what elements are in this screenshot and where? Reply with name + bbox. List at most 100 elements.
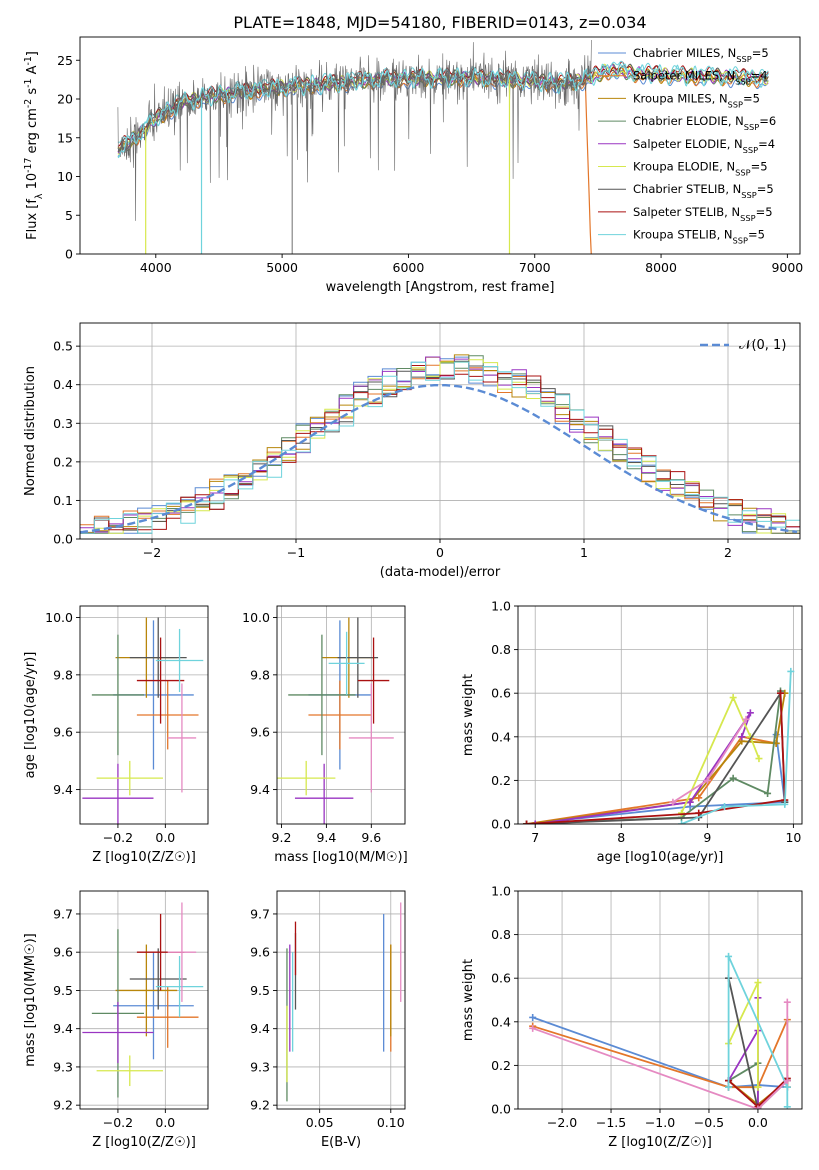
- y-tick-label: 9.4: [250, 782, 270, 797]
- x-tick-label: 0: [436, 545, 444, 560]
- y-tick-label: 9.5: [250, 983, 270, 998]
- legend-entry: 𝒩(0, 1): [739, 338, 786, 353]
- weight-marker: [529, 1024, 537, 1032]
- y-tick-label: 0.6: [491, 686, 511, 701]
- panel-mass-vs-ebv: 0.05 0.10 9.2 9.3 9.4 9.5 9.6 9.7 E(B-V): [250, 890, 406, 1150]
- x-tick-label: 4000: [140, 260, 172, 275]
- weight-marker: [754, 1083, 762, 1091]
- x-tick-label: −0.2: [103, 1115, 133, 1130]
- weight-marker: [529, 1013, 537, 1021]
- plot-area-mass-vs-ebv: [286, 902, 402, 1102]
- histogram-legend: 𝒩(0, 1): [700, 338, 786, 353]
- weight-series-line: [681, 671, 792, 824]
- weight-marker: [725, 1083, 733, 1091]
- x-tick-label: 9: [703, 830, 711, 845]
- y-tick-label: 9.8: [53, 667, 73, 682]
- weight-marker: [669, 798, 677, 806]
- weight-marker: [703, 776, 711, 784]
- y-axis-label: Normed distribution: [23, 366, 38, 496]
- y-axis-label: mass weight: [461, 959, 476, 1041]
- y-tick-label: 0: [65, 247, 73, 262]
- weight-marker: [764, 789, 772, 797]
- weight-marker: [678, 820, 686, 824]
- y-tick-label: 9.4: [250, 1021, 270, 1036]
- legend-entry: Salpeter ELODIE, NSSP=4: [633, 137, 775, 155]
- panel-age-vs-mass: 9.2 9.4 9.6 9.4 9.6 9.8 10.0 mass [log10(M/M☉)]: [242, 605, 408, 865]
- x-axis-label: E(B-V): [321, 1135, 361, 1150]
- plot-area-weight-vs-age: [523, 667, 795, 824]
- axes-frame: [79, 605, 209, 825]
- y-tick-label: 9.6: [53, 945, 73, 960]
- panel-spectrum: 4000 5000 6000 7000 8000 9000 0 5 10 15 20 25 wavele…: [23, 36, 803, 295]
- weight-marker: [755, 755, 763, 763]
- y-tick-label: 0.8: [491, 927, 511, 942]
- y-tick-label: 9.4: [53, 782, 73, 797]
- x-tick-label: 0.0: [155, 830, 175, 845]
- legend-entry: Kroupa MILES, NSSP=5: [633, 91, 760, 109]
- axes-frame: [517, 605, 803, 825]
- x-tick-label: −2.0: [547, 1115, 577, 1130]
- legend-entry: Salpeter MILES, NSSP=4: [633, 69, 768, 87]
- panel-weight-vs-age: 7 8 9 10 0.0 0.2 0.4 0.6 0.8 1.0 age [log10(age/yr…: [461, 599, 803, 865]
- legend-entry: Chabrier STELIB, NSSP=5: [633, 182, 774, 200]
- best-fit-spectrum-line: [117, 63, 769, 159]
- x-tick-label: 9.6: [361, 830, 381, 845]
- x-axis-label: wavelength [Angstrom, rest frame]: [326, 280, 555, 295]
- y-tick-label: 25: [57, 53, 73, 68]
- weight-series-line: [532, 1002, 789, 1109]
- y-tick-label: 0.0: [491, 817, 511, 832]
- axes-frame: [79, 36, 801, 255]
- y-tick-label: 5: [65, 208, 73, 223]
- weight-marker: [678, 809, 686, 817]
- axes-frame: [276, 605, 406, 825]
- weight-marker: [523, 820, 531, 824]
- weight-marker: [783, 1103, 791, 1109]
- x-axis-label: age [log10(age/yr)]: [597, 850, 724, 865]
- y-tick-label: 9.2: [53, 1098, 73, 1113]
- x-tick-label: 0.05: [306, 1115, 334, 1130]
- plot-area-residual-histogram: [80, 354, 800, 534]
- y-tick-label: 9.5: [53, 983, 73, 998]
- figure-title: PLATE=1848, MJD=54180, FIBERID=0143, z=0…: [233, 13, 646, 32]
- weight-marker: [531, 820, 539, 824]
- y-axis-label: mass [log10(M/M☉)]: [23, 933, 38, 1066]
- weight-marker: [754, 1105, 762, 1109]
- weight-marker: [695, 794, 703, 802]
- panel-weight-vs-z: −2.0 −1.5 −1.0 −0.5 0.0 0.0 0.2 0.4 0.6 0.8 1.0 Z […: [461, 884, 803, 1150]
- weight-marker: [746, 709, 754, 717]
- weight-marker: [783, 998, 791, 1006]
- y-tick-label: 0.8: [491, 642, 511, 657]
- x-tick-label: 2: [724, 545, 732, 560]
- y-tick-label: 0.4: [491, 729, 511, 744]
- weight-marker: [754, 979, 762, 987]
- legend-entry: Kroupa STELIB, NSSP=5: [633, 228, 765, 246]
- plot-area-age-vs-mass: [277, 617, 394, 824]
- legend-entry: Chabrier MILES, NSSP=5: [633, 46, 769, 64]
- panel-age-vs-z: −0.2 0.0 9.4 9.6 9.8 10.0 Z [log10(Z/Z☉)] age […: [23, 605, 209, 865]
- gaussian-curve: [80, 383, 798, 534]
- y-tick-label: 9.6: [250, 725, 270, 740]
- plot-area-age-vs-z: [82, 617, 204, 824]
- y-tick-label: 0.4: [491, 1014, 511, 1029]
- x-tick-label: 9000: [771, 260, 803, 275]
- x-tick-label: 1: [580, 545, 588, 560]
- y-tick-label: 0.0: [491, 1102, 511, 1117]
- x-tick-label: −1.0: [645, 1115, 675, 1130]
- x-tick-label: 7: [531, 830, 539, 845]
- weight-marker: [781, 800, 789, 808]
- y-tick-label: 0.2: [53, 454, 73, 469]
- axes-frame: [79, 890, 209, 1110]
- y-tick-label: 9.7: [250, 906, 270, 921]
- y-tick-label: 9.3: [53, 1059, 73, 1074]
- plot-area-weight-vs-z: [529, 952, 791, 1109]
- y-tick-label: 9.6: [250, 945, 270, 960]
- observed-spectrum-line: [117, 39, 592, 221]
- x-tick-label: 9.2: [272, 830, 292, 845]
- x-tick-label: −0.5: [694, 1115, 724, 1130]
- x-axis-label: (data-model)/error: [380, 565, 501, 580]
- weight-marker: [729, 774, 737, 782]
- legend-entry: Salpeter STELIB, NSSP=5: [633, 205, 773, 223]
- x-axis-label: Z [log10(Z/Z☉)]: [92, 1135, 196, 1150]
- x-tick-label: 10: [785, 830, 801, 845]
- panel-residual-histogram: −2 −1 0 1 2 0.0 0.1 0.2 0.3 0.4 0.5 (data-model)/er…: [23, 322, 801, 580]
